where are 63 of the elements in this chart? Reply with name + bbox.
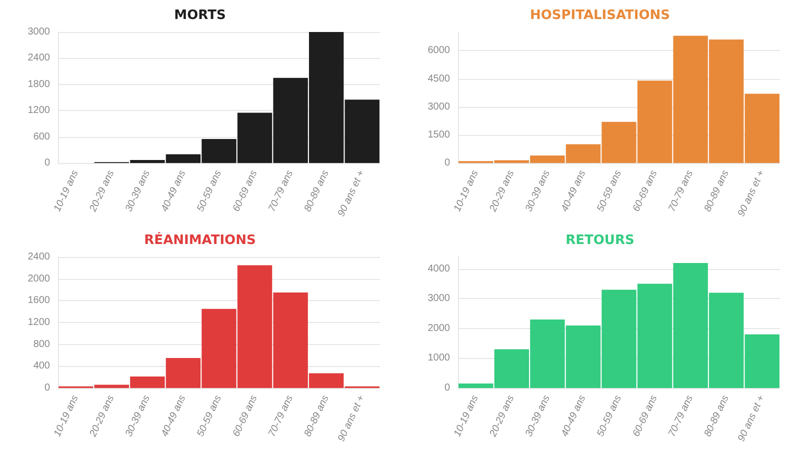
y-tick-label: 4000: [428, 263, 450, 274]
x-tick-label: 80-89 ans: [302, 168, 332, 214]
y-tick-label: 2000: [28, 273, 50, 284]
y-tick-label: 3000: [428, 101, 450, 112]
x-tick-label: 40-49 ans: [159, 168, 188, 214]
y-tick-label: 0: [444, 382, 450, 394]
x-tick-label: 30-39 ans: [524, 168, 552, 214]
x-tick-label: 30-39 ans: [124, 394, 152, 439]
y-tick-label: 0: [444, 158, 450, 168]
x-tick-label: 50-59 ans: [195, 168, 224, 214]
x-tick-label: 10-19 ans: [452, 394, 481, 439]
x-tick-label: 90 ans et +: [336, 168, 368, 218]
x-tick-label: 80-89 ans: [702, 394, 732, 439]
x-tick-label: 70-79 ans: [266, 168, 296, 214]
x-tick-label: 60-69 ans: [231, 168, 260, 214]
y-tick-label: 600: [33, 131, 50, 142]
y-tick-label: 0: [44, 382, 50, 394]
y-tick-label: 2400: [28, 252, 50, 262]
x-tick-label: 90 ans et +: [736, 168, 768, 218]
x-tick-label: 20-29 ans: [87, 394, 117, 440]
y-tick-label: 800: [33, 338, 50, 350]
x-tick-label: 80-89 ans: [302, 394, 332, 439]
chart-title: MORTS: [174, 8, 226, 23]
y-tick-label: 1500: [428, 129, 450, 140]
x-tick-label: 90 ans et +: [736, 394, 768, 444]
y-tick-label: 1000: [428, 352, 450, 364]
x-tick-label: 60-69 ans: [231, 394, 260, 439]
x-tick-label: 20-29 ans: [487, 394, 517, 440]
x-tick-label: 20-29 ans: [87, 168, 117, 214]
y-tick-label: 2400: [28, 52, 50, 64]
x-tick-label: 10-19 ans: [452, 168, 481, 214]
x-tick-label: 30-39 ans: [524, 394, 552, 439]
chart-title: RÉANIMATIONS: [144, 231, 256, 248]
x-tick-label: 50-59 ans: [195, 394, 224, 439]
y-tick-label: 1200: [28, 105, 50, 116]
y-tick-label: 400: [33, 360, 50, 372]
x-tick-label: 30-39 ans: [124, 168, 152, 214]
x-tick-label: 50-59 ans: [595, 168, 624, 214]
chart-title: RETOURS: [566, 233, 634, 248]
x-tick-label: 80-89 ans: [702, 168, 732, 214]
x-tick-label: 90 ans et +: [336, 394, 368, 444]
y-tick-label: 1200: [28, 317, 50, 328]
y-tick-label: 1800: [28, 78, 50, 90]
x-tick-label: 50-59 ans: [595, 394, 624, 439]
x-tick-label: 60-69 ans: [631, 168, 660, 214]
y-tick-label: 2000: [428, 322, 450, 334]
x-tick-label: 70-79 ans: [666, 168, 696, 214]
x-tick-label: 40-49 ans: [559, 168, 588, 214]
y-tick-label: 6000: [428, 45, 450, 56]
x-tick-label: 20-29 ans: [487, 168, 517, 214]
x-tick-label: 40-49 ans: [559, 394, 588, 439]
x-tick-label: 70-79 ans: [666, 394, 696, 439]
y-tick-label: 0: [44, 158, 50, 168]
x-tick-label: 10-19 ans: [52, 168, 81, 214]
y-tick-label: 3000: [28, 26, 50, 38]
x-tick-label: 10-19 ans: [52, 394, 81, 439]
x-tick-label: 40-49 ans: [159, 394, 188, 439]
y-tick-label: 4500: [428, 73, 450, 84]
y-tick-label: 1600: [28, 295, 50, 306]
x-tick-label: 70-79 ans: [266, 394, 296, 439]
y-tick-label: 3000: [428, 293, 450, 304]
chart-title: HOSPITALISATIONS: [530, 8, 670, 23]
x-tick-label: 60-69 ans: [631, 394, 660, 439]
